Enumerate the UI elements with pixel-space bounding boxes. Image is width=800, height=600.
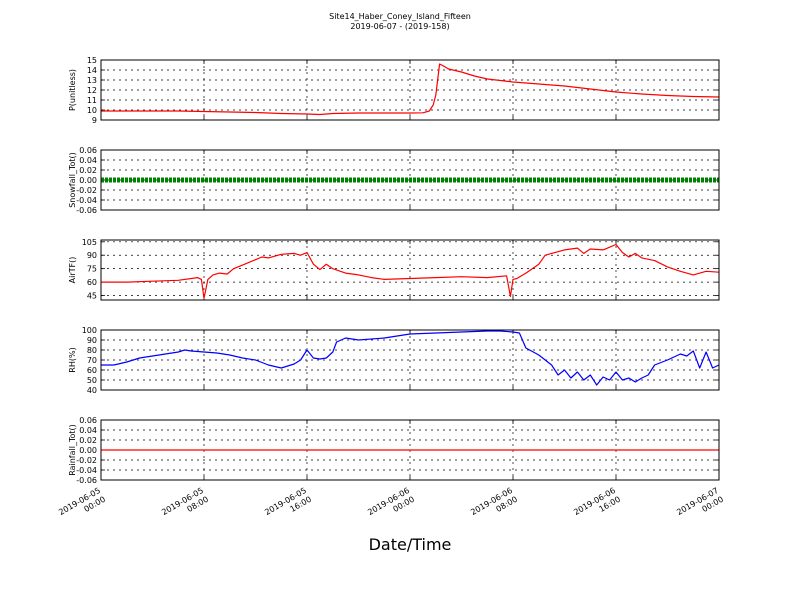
x-axis-ticks: 2019-06-0500:00 2019-06-0508:00 2019-06-05… — [57, 486, 725, 526]
figure-title: Site14_Haber_Coney_Island_Fifteen — [329, 12, 471, 21]
y-tick-label: 12 — [87, 86, 97, 95]
y-tick-label: 0.06 — [79, 416, 97, 425]
y-tick-label: -0.02 — [76, 456, 97, 465]
y-tick-label: 80 — [87, 346, 97, 355]
x-tick-label: 2019-06-0508:00 — [160, 486, 210, 526]
panel-frame — [100, 59, 720, 121]
series-1-line — [101, 63, 720, 116]
y-tick-label: -0.06 — [76, 476, 97, 485]
series-1-line — [101, 330, 720, 386]
series-1-line — [101, 243, 720, 299]
y-tick-label: 0.00 — [79, 176, 97, 185]
y-tick-label: 15 — [87, 56, 97, 65]
x-axis-label: Date/Time — [369, 535, 452, 554]
y-tick-label: 45 — [87, 292, 97, 301]
x-tick-label: 2019-06-0700:00 — [675, 486, 725, 526]
y-tick-label: 0.02 — [79, 436, 97, 445]
y-tick-label: 11 — [87, 96, 97, 105]
y-tick-label: 0.02 — [79, 166, 97, 175]
y-tick-label: 10 — [87, 106, 97, 115]
y-tick-label: 50 — [87, 376, 97, 385]
y-axis-label: RH(%) — [68, 347, 77, 372]
panel-frame — [100, 419, 720, 481]
x-tick-label: 2019-06-0608:00 — [469, 486, 519, 526]
panel-2: -0.06-0.04-0.020.000.020.040.06Snowfall_… — [68, 146, 720, 215]
y-tick-label: -0.04 — [76, 466, 97, 475]
x-tick-label: 2019-06-0600:00 — [366, 486, 416, 526]
panel-frame — [100, 149, 720, 211]
y-axis-label: Snowfall_Tot() — [68, 152, 77, 208]
panel-frame — [100, 239, 720, 301]
y-tick-label: 60 — [87, 278, 97, 287]
y-tick-label: 90 — [87, 336, 97, 345]
x-tick-label: 2019-06-0516:00 — [263, 486, 313, 526]
panel-3: 45 60 75 90 105 AirTF() — [68, 238, 720, 301]
y-tick-label: 0.04 — [79, 156, 97, 165]
y-tick-label: 105 — [82, 238, 97, 247]
y-tick-label: 100 — [82, 326, 97, 335]
y-tick-label: 13 — [87, 76, 97, 85]
y-tick-label: -0.02 — [76, 186, 97, 195]
panels: 9101112131415P(unitless)-0.06-0.04-0.020… — [68, 56, 720, 485]
y-axis-label: Rainfall_Tot() — [68, 424, 77, 476]
panel-frame — [100, 329, 720, 391]
y-tick-label: 75 — [87, 265, 97, 274]
y-tick-label: -0.04 — [76, 196, 97, 205]
y-tick-label: 0.00 — [79, 446, 97, 455]
x-tick-label: 2019-06-0500:00 — [57, 486, 107, 526]
y-tick-label: 14 — [87, 66, 97, 75]
y-tick-label: 90 — [87, 251, 97, 260]
y-tick-label: 70 — [87, 356, 97, 365]
y-tick-label: 9 — [92, 116, 97, 125]
y-tick-label: 0.04 — [79, 426, 97, 435]
figure-subtitle: 2019-06-07 - (2019-158) — [350, 22, 449, 31]
y-tick-label: 40 — [87, 386, 97, 395]
y-tick-label: -0.06 — [76, 206, 97, 215]
y-axis-label: P(unitless) — [68, 69, 77, 111]
panel-5: -0.06-0.04-0.020.000.020.040.06Rainfall_… — [68, 416, 720, 485]
y-tick-label: 0.06 — [79, 146, 97, 155]
x-tick-label: 2019-06-0616:00 — [572, 486, 622, 526]
y-axis-label: AirTF() — [68, 257, 77, 284]
y-tick-label: 60 — [87, 366, 97, 375]
